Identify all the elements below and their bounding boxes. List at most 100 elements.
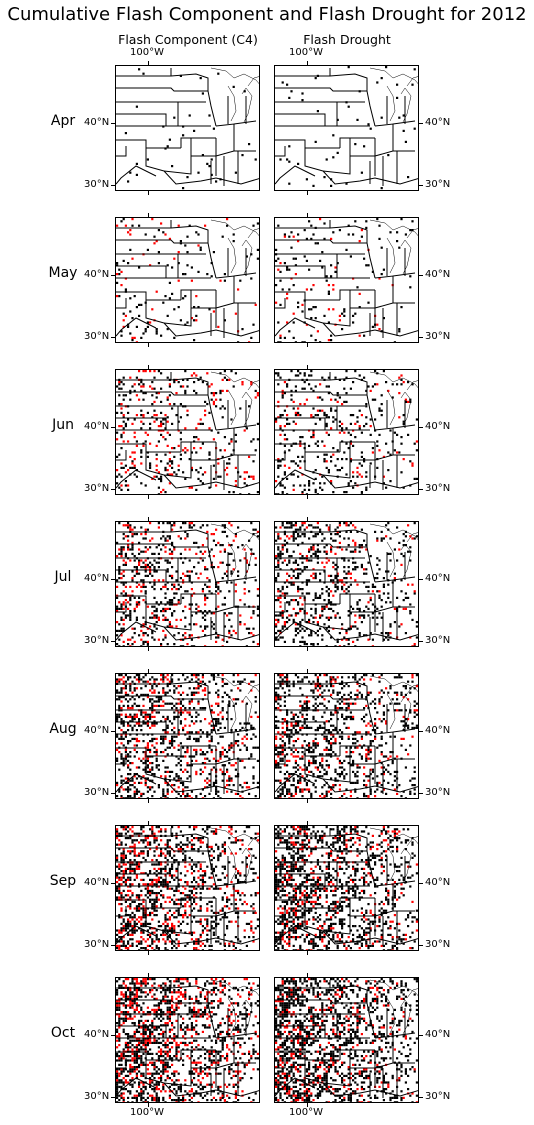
lat-tick bbox=[111, 579, 115, 580]
lat-tick bbox=[419, 427, 423, 428]
lat-label-40n-right: 40°N bbox=[425, 1029, 451, 1040]
lat-tick bbox=[111, 1097, 115, 1098]
month-label-jun: Jun bbox=[52, 417, 74, 433]
cumulative-drought-cells bbox=[116, 674, 259, 798]
map-svg bbox=[116, 826, 259, 950]
lat-tick bbox=[111, 641, 115, 642]
map-svg bbox=[275, 66, 418, 190]
lon-tick bbox=[307, 495, 308, 499]
state-boundaries bbox=[275, 676, 418, 794]
lat-tick bbox=[111, 731, 115, 732]
lat-tick bbox=[111, 945, 115, 946]
map-panel-jun-flash-drought bbox=[274, 369, 419, 495]
lat-label-40n-right: 40°N bbox=[425, 725, 451, 736]
great-lakes-coastline bbox=[369, 523, 418, 579]
new-drought-cells bbox=[275, 826, 418, 950]
cumulative-drought-cells bbox=[116, 218, 259, 342]
map-panel-aug-flash-component bbox=[115, 673, 260, 799]
great-lakes-coastline bbox=[210, 67, 259, 123]
great-lakes-coastline bbox=[369, 675, 418, 731]
great-lakes-coastline bbox=[210, 371, 259, 427]
lon-tick bbox=[148, 669, 149, 673]
state-boundaries bbox=[116, 68, 259, 186]
lat-label-30n-left: 30°N bbox=[84, 1091, 110, 1102]
lat-label-40n-left: 40°N bbox=[84, 421, 110, 432]
lat-tick bbox=[419, 731, 423, 732]
map-svg bbox=[116, 674, 259, 798]
state-boundaries bbox=[275, 524, 418, 642]
map-panel-jun-flash-component bbox=[115, 369, 260, 495]
lat-tick bbox=[111, 793, 115, 794]
month-label-oct: Oct bbox=[50, 1025, 76, 1041]
cumulative-drought-cells bbox=[116, 370, 259, 494]
lon-label-top-left: 100°W bbox=[130, 47, 164, 58]
lat-tick bbox=[419, 1097, 423, 1098]
cumulative-drought-cells bbox=[275, 826, 418, 950]
month-label-jul: Jul bbox=[54, 569, 72, 585]
lon-tick bbox=[307, 191, 308, 195]
lon-tick bbox=[148, 951, 149, 955]
map-svg bbox=[116, 67, 259, 190]
lat-label-40n-left: 40°N bbox=[84, 269, 110, 280]
lat-label-40n-left: 40°N bbox=[84, 725, 110, 736]
lat-tick bbox=[111, 1035, 115, 1036]
state-boundaries bbox=[116, 524, 259, 642]
lon-tick bbox=[148, 799, 149, 803]
lat-tick bbox=[419, 793, 423, 794]
state-boundaries bbox=[116, 372, 259, 490]
lat-label-40n-right: 40°N bbox=[425, 117, 451, 128]
map-panel-sep-flash-drought bbox=[274, 825, 419, 951]
cumulative-drought-cells bbox=[124, 68, 257, 190]
state-boundaries bbox=[275, 980, 418, 1098]
state-boundaries bbox=[116, 676, 259, 794]
lat-label-40n-right: 40°N bbox=[425, 573, 451, 584]
map-panel-may-flash-drought bbox=[274, 217, 419, 343]
month-label-apr: Apr bbox=[50, 113, 76, 129]
figure-title: Cumulative Flash Component and Flash Dro… bbox=[7, 4, 527, 25]
map-svg bbox=[116, 218, 259, 342]
cumulative-drought-cells bbox=[116, 826, 259, 950]
lon-label-top-right: 100°W bbox=[289, 47, 323, 58]
column-title-flash-component: Flash Component (C4) bbox=[118, 32, 258, 47]
lat-tick bbox=[111, 337, 115, 338]
map-svg bbox=[116, 978, 259, 1102]
lon-tick bbox=[307, 343, 308, 347]
lon-tick bbox=[148, 1103, 149, 1107]
lat-tick bbox=[419, 337, 423, 338]
state-boundaries bbox=[275, 220, 418, 338]
map-panel-jul-flash-drought bbox=[274, 521, 419, 647]
lat-label-30n-left: 30°N bbox=[84, 787, 110, 798]
lat-label-40n-right: 40°N bbox=[425, 269, 451, 280]
lat-tick bbox=[419, 275, 423, 276]
column-title-flash-drought: Flash Drought bbox=[303, 32, 391, 47]
lon-tick bbox=[148, 647, 149, 651]
map-panel-oct-flash-drought bbox=[274, 977, 419, 1103]
state-boundaries bbox=[275, 68, 418, 186]
new-drought-cells bbox=[116, 826, 259, 950]
lat-label-30n-right: 30°N bbox=[425, 331, 451, 342]
lon-tick bbox=[307, 821, 308, 825]
map-svg bbox=[275, 826, 418, 950]
great-lakes-coastline bbox=[210, 675, 259, 731]
lat-tick bbox=[419, 883, 423, 884]
great-lakes-coastline bbox=[369, 371, 418, 427]
lat-tick bbox=[111, 427, 115, 428]
lat-tick bbox=[111, 275, 115, 276]
lat-label-40n-left: 40°N bbox=[84, 877, 110, 888]
month-label-may: May bbox=[48, 265, 78, 281]
month-label-sep: Sep bbox=[49, 873, 77, 889]
lat-tick bbox=[111, 123, 115, 124]
state-boundaries bbox=[275, 372, 418, 490]
lon-label-bottom-left: 100°W bbox=[130, 1107, 164, 1118]
map-panel-sep-flash-component bbox=[115, 825, 260, 951]
lat-label-30n-left: 30°N bbox=[84, 331, 110, 342]
lon-tick bbox=[307, 799, 308, 803]
map-svg bbox=[275, 218, 418, 342]
lat-label-30n-right: 30°N bbox=[425, 787, 451, 798]
map-panel-apr-flash-drought bbox=[274, 65, 419, 191]
map-svg bbox=[275, 674, 418, 798]
lat-label-40n-left: 40°N bbox=[84, 117, 110, 128]
lat-tick bbox=[419, 489, 423, 490]
lat-label-30n-left: 30°N bbox=[84, 635, 110, 646]
lat-label-30n-right: 30°N bbox=[425, 1091, 451, 1102]
